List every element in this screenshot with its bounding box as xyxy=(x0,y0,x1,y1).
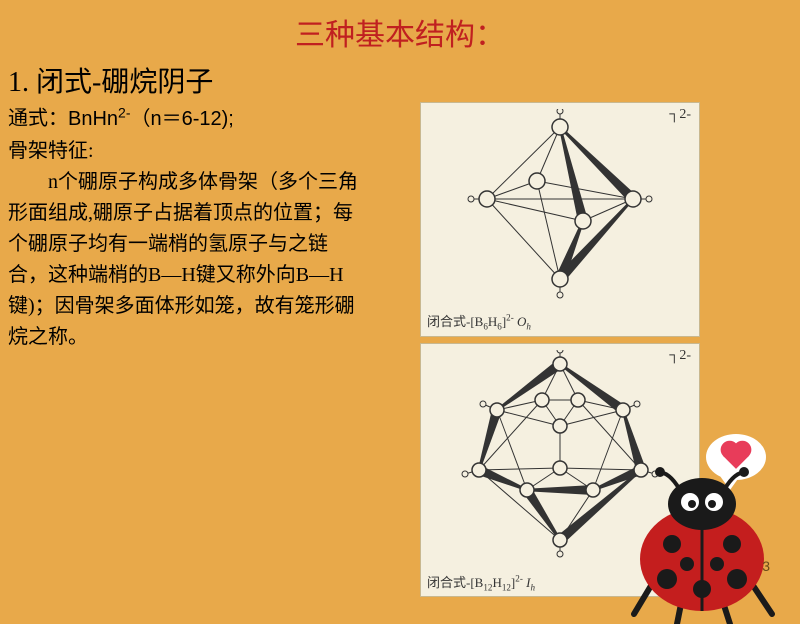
description-block: 骨架特征: n个硼原子构成多体骨架（多个三角形面组成,硼原子占据着顶点的位置；每… xyxy=(8,136,370,353)
section-heading: 1. 闭式-硼烷阴子 xyxy=(0,54,800,100)
formula-superscript: 2- xyxy=(118,104,130,120)
text-column: 通式：BnHn2-（n＝6-12); 骨架特征: n个硼原子构成多体骨架（多个三… xyxy=(8,102,370,597)
ladybug-icon xyxy=(622,464,782,624)
description-body: n个硼原子构成多体骨架（多个三角形面组成,硼原子占据着顶点的位置；每个硼原子均有… xyxy=(8,167,370,353)
description-text xyxy=(94,140,98,162)
slide-title: 三种基本结构： xyxy=(0,0,800,54)
figure-1: ┐2- 闭合式-[B6H6]2- Oh xyxy=(420,102,700,337)
figure-1-formula: [B6H6] xyxy=(470,314,506,329)
formula-line: 通式：BnHn2-（n＝6-12); xyxy=(8,102,370,136)
title-text: 三种基本结构： xyxy=(295,19,505,52)
formula-tail: （n＝6-12); xyxy=(130,108,233,130)
section-title: 闭式-硼烷阴子 xyxy=(36,67,213,98)
figure-1-caption: 闭合式-[B6H6]2- Oh xyxy=(427,309,693,332)
figure-1-diagram xyxy=(427,109,693,309)
page-number: 3 xyxy=(762,558,770,574)
figure-2-charge: ┐2- xyxy=(669,348,691,364)
figure-2-formula: [B12H12] xyxy=(470,575,515,590)
formula-body: BnHn2-（n＝6-12); xyxy=(68,108,234,130)
figure-1-charge: ┐2- xyxy=(669,107,691,123)
formula-label: 通式： xyxy=(8,108,68,130)
description-label: 骨架特征: xyxy=(8,140,94,162)
section-number: 1. xyxy=(8,67,29,98)
